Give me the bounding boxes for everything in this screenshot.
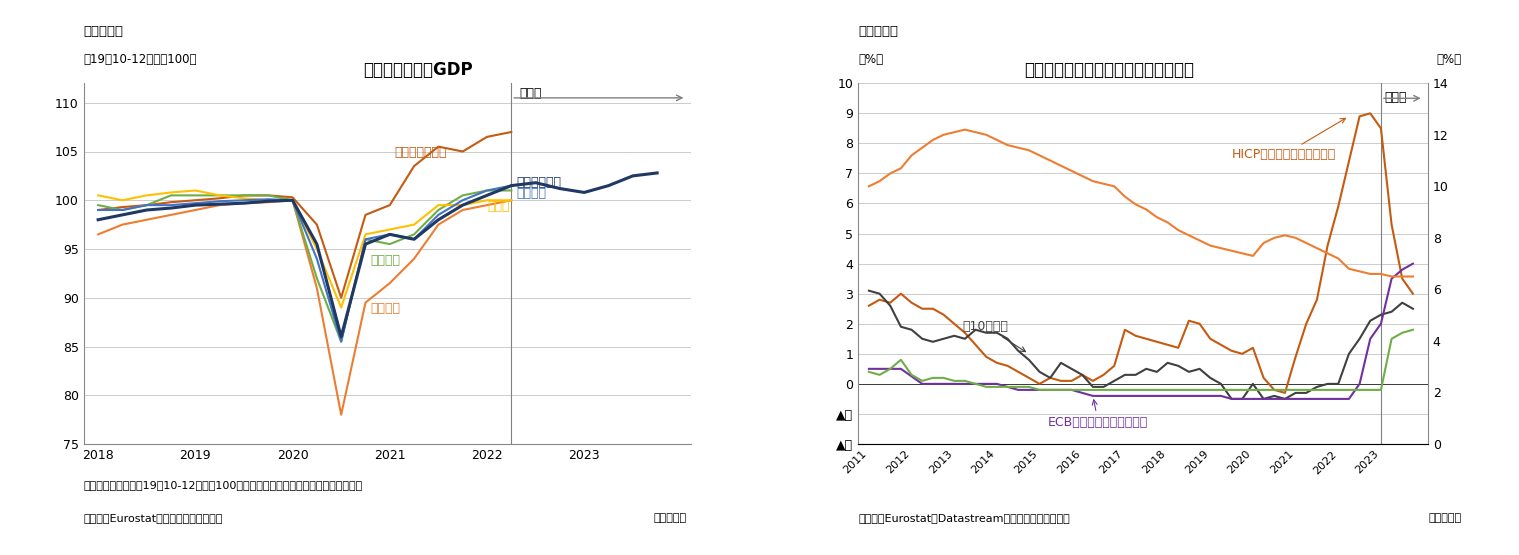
Text: （19年10-12月期＝100）: （19年10-12月期＝100） bbox=[84, 53, 197, 65]
Text: 見通し: 見通し bbox=[519, 87, 542, 100]
Text: ドイツ: ドイツ bbox=[488, 200, 509, 213]
Text: ECB預金ファシリティ金利: ECB預金ファシリティ金利 bbox=[1048, 400, 1148, 429]
Text: ユーロ圏全体: ユーロ圏全体 bbox=[516, 175, 561, 189]
Text: スペイン: スペイン bbox=[371, 302, 401, 315]
Text: （%）: （%） bbox=[858, 53, 884, 65]
Text: 見通し: 見通し bbox=[1384, 91, 1407, 104]
Text: （%）: （%） bbox=[1435, 53, 1461, 65]
Text: 独10年金利: 独10年金利 bbox=[963, 320, 1025, 352]
Text: （資料）Eurostat、ニッセイ基礎研究所: （資料）Eurostat、ニッセイ基礎研究所 bbox=[84, 513, 223, 523]
Text: フランス: フランス bbox=[516, 188, 547, 200]
Text: （注）季節調整値で19年10-12月期を100として指数化。見通しはユーロ圏全体のみ: （注）季節調整値で19年10-12月期を100として指数化。見通しはユーロ圏全体… bbox=[84, 480, 363, 490]
Text: （図表１）: （図表１） bbox=[84, 25, 123, 38]
Text: その他ユーロ圏: その他ユーロ圏 bbox=[395, 147, 447, 159]
Text: HICP上昇率（前年同期比）: HICP上昇率（前年同期比） bbox=[1232, 118, 1346, 162]
Title: ユーロ圏の実質GDP: ユーロ圏の実質GDP bbox=[363, 61, 472, 79]
Title: ユーロ圏の物価・金利・失業率見通し: ユーロ圏の物価・金利・失業率見通し bbox=[1024, 61, 1194, 79]
Text: （四半期）: （四半期） bbox=[653, 513, 687, 523]
Text: （四半期）: （四半期） bbox=[1428, 513, 1461, 523]
Text: （図表２）: （図表２） bbox=[858, 25, 898, 38]
Text: イタリア: イタリア bbox=[371, 254, 401, 266]
Text: （資料）Eurostat、Datastream、ニッセイ基礎研究所: （資料）Eurostat、Datastream、ニッセイ基礎研究所 bbox=[858, 513, 1069, 523]
